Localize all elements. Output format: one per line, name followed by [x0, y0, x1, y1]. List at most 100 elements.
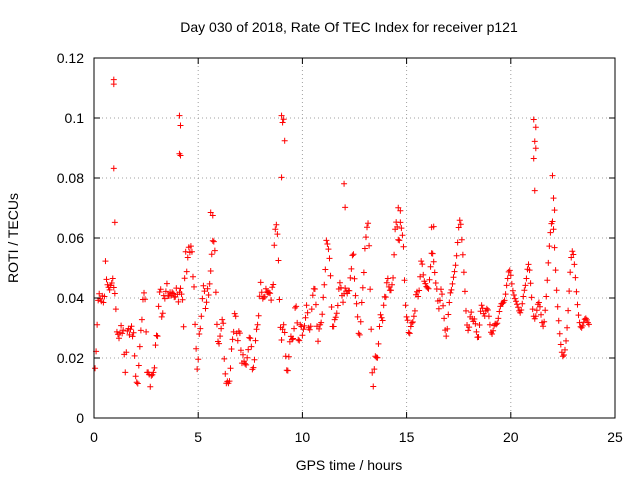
data-point	[522, 282, 529, 289]
data-point	[403, 313, 410, 320]
data-point	[309, 292, 316, 299]
data-point	[108, 280, 115, 286]
data-point	[546, 243, 553, 250]
data-point	[129, 333, 136, 340]
data-point	[284, 367, 291, 374]
data-point	[554, 303, 561, 310]
y-tick-label: 0	[76, 410, 84, 426]
data-point	[356, 331, 363, 338]
data-point	[495, 315, 502, 322]
data-point	[460, 269, 467, 276]
data-point	[231, 310, 238, 317]
data-point	[319, 311, 326, 318]
data-point	[291, 325, 298, 332]
data-point	[112, 306, 119, 313]
data-point	[430, 223, 437, 230]
data-point	[119, 330, 126, 337]
data-point	[369, 369, 376, 376]
data-point	[541, 318, 548, 325]
x-tick-label: 0	[90, 429, 98, 445]
data-point	[111, 290, 118, 297]
data-point	[192, 321, 199, 328]
data-point	[536, 303, 543, 310]
data-point	[455, 224, 462, 231]
data-point	[380, 302, 387, 309]
data-point	[529, 306, 536, 313]
data-point	[228, 346, 235, 352]
data-point	[118, 322, 125, 329]
data-point	[390, 274, 397, 281]
data-point	[200, 282, 207, 289]
data-point	[203, 299, 210, 306]
data-point	[489, 331, 496, 337]
data-point	[176, 112, 183, 119]
data-point	[128, 323, 135, 330]
data-point	[103, 276, 110, 283]
data-point	[527, 280, 534, 287]
data-point	[375, 340, 382, 347]
data-point	[354, 313, 361, 320]
data-point	[126, 331, 133, 338]
data-point	[397, 219, 404, 226]
data-point	[177, 152, 184, 159]
x-tick-label: 10	[295, 429, 311, 445]
data-point	[273, 221, 280, 228]
data-point	[444, 325, 451, 332]
data-point	[450, 274, 457, 281]
data-point	[406, 330, 413, 337]
data-point	[340, 299, 347, 306]
data-point	[394, 223, 401, 230]
data-point	[250, 364, 257, 371]
data-point	[209, 212, 216, 219]
data-point	[276, 296, 283, 303]
data-point	[268, 297, 275, 304]
data-point	[152, 342, 159, 349]
y-tick-label: 0.12	[57, 50, 84, 66]
data-point	[567, 269, 574, 276]
data-point	[156, 289, 163, 295]
data-point	[445, 311, 452, 318]
data-point	[133, 379, 140, 386]
data-point	[526, 267, 533, 274]
data-point	[453, 252, 460, 259]
data-point	[240, 351, 247, 358]
data-point	[407, 323, 414, 330]
data-point	[374, 354, 381, 361]
data-point	[535, 299, 542, 306]
data-point	[221, 355, 228, 362]
data-point	[371, 366, 378, 373]
data-point	[439, 291, 446, 298]
data-point	[420, 271, 427, 278]
data-point	[564, 324, 571, 331]
data-point	[452, 262, 459, 269]
data-point	[136, 343, 143, 350]
data-point	[163, 280, 170, 287]
data-point	[398, 225, 405, 232]
data-point	[316, 325, 323, 332]
y-tick-label: 0.06	[57, 230, 84, 246]
data-point	[181, 275, 188, 282]
data-point	[216, 340, 223, 347]
data-point	[202, 305, 209, 312]
data-point	[425, 285, 432, 292]
data-point	[154, 333, 161, 340]
x-tick-label: 25	[607, 429, 623, 445]
data-point	[532, 313, 539, 320]
data-point	[448, 286, 455, 293]
data-point	[247, 335, 254, 342]
x-tick-label: 15	[399, 429, 415, 445]
data-point	[417, 273, 424, 280]
data-point	[457, 221, 464, 228]
data-point	[579, 322, 586, 329]
data-point	[431, 269, 438, 276]
data-point	[530, 155, 537, 162]
data-point	[191, 283, 198, 290]
data-point	[518, 307, 525, 313]
grid	[94, 58, 615, 418]
data-point	[183, 268, 190, 275]
data-point	[262, 285, 269, 292]
data-point	[148, 372, 155, 379]
data-point	[295, 336, 302, 343]
data-point	[459, 251, 466, 258]
data-point	[234, 337, 241, 344]
